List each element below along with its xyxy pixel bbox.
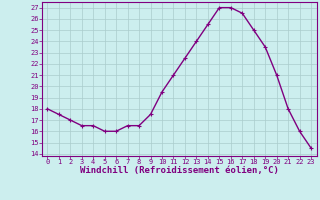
X-axis label: Windchill (Refroidissement éolien,°C): Windchill (Refroidissement éolien,°C) [80, 166, 279, 175]
